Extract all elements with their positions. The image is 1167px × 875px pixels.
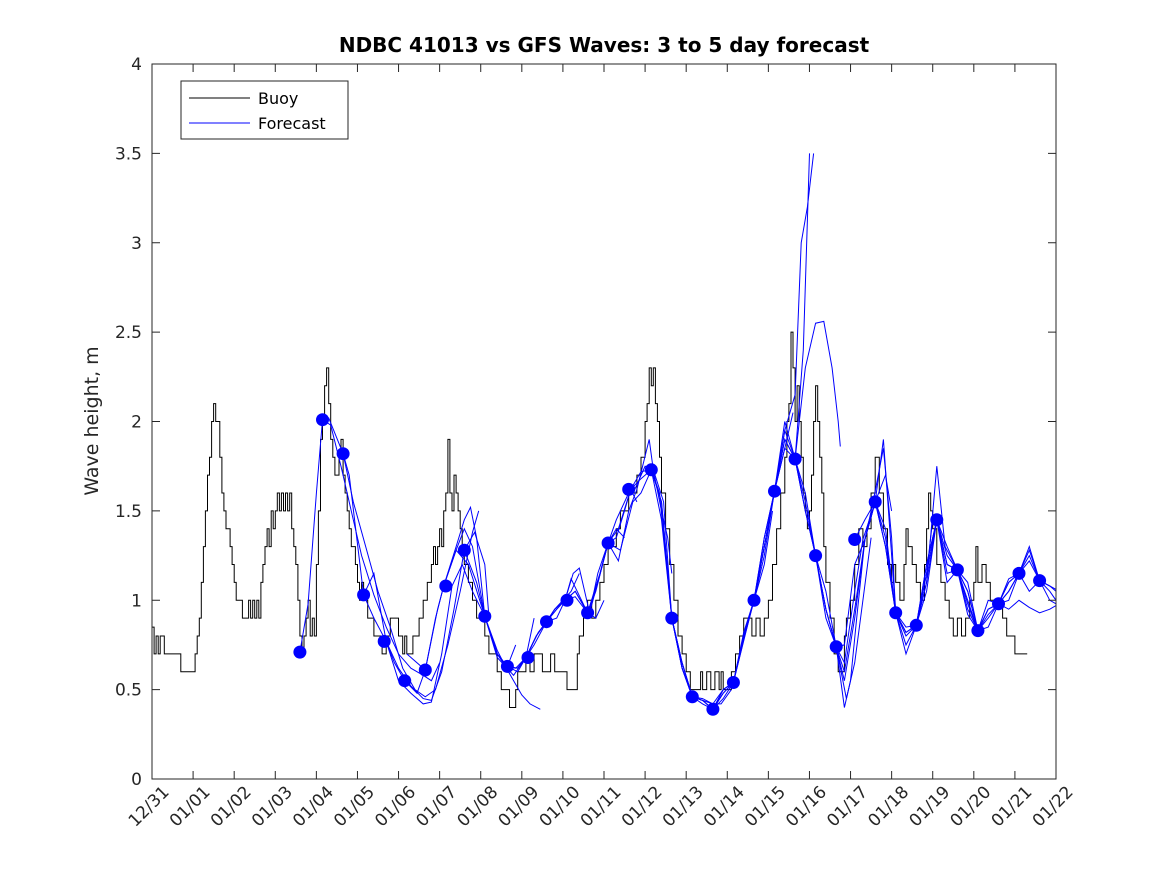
- forecast-series-line-12: [564, 439, 691, 690]
- forecast-marker-5: [377, 634, 391, 648]
- forecast-series-line-3: [342, 453, 490, 701]
- y-tick-label: 3.5: [115, 144, 142, 164]
- y-axis-label: Wave height, m: [81, 346, 103, 495]
- forecast-marker-4: [357, 588, 371, 602]
- forecast-marker-14: [560, 593, 574, 607]
- y-tick-label: 1: [131, 591, 142, 611]
- y-tick-label: 2.5: [115, 323, 142, 343]
- forecast-marker-18: [644, 463, 658, 477]
- legend-forecast-label: Forecast: [258, 114, 326, 133]
- forecast-marker-10: [478, 609, 492, 623]
- y-tick-label: 1.5: [115, 502, 142, 522]
- legend: Buoy Forecast: [180, 80, 349, 140]
- forecast-marker-29: [868, 495, 882, 509]
- forecast-marker-30: [889, 606, 903, 620]
- forecast-series-line-33: [998, 572, 1056, 605]
- legend-buoy-label: Buoy: [258, 89, 298, 108]
- y-tick-label: 0: [131, 770, 142, 790]
- legend-box: [180, 80, 349, 140]
- forecast-marker-28: [848, 533, 862, 546]
- forecast-marker-19: [665, 611, 679, 625]
- forecast-series-line-25: [836, 466, 979, 648]
- forecast-marker-15: [581, 606, 595, 620]
- forecast-marker-26: [809, 549, 823, 563]
- y-tick-label: 2: [131, 413, 142, 433]
- forecast-marker-8: [439, 579, 453, 593]
- forecast-marker-32: [930, 513, 944, 527]
- forecast-marker-33: [950, 563, 964, 577]
- forecast-marker-13: [540, 615, 553, 629]
- forecast-series-line-32: [977, 599, 1056, 631]
- forecast-marker-7: [418, 663, 432, 677]
- forecast-marker-24: [768, 484, 781, 498]
- forecast-marker-35: [992, 597, 1005, 611]
- forecast-marker-2: [316, 413, 329, 427]
- forecast-marker-9: [457, 543, 471, 557]
- forecast-series-line-6: [406, 505, 541, 710]
- forecast-marker-31: [909, 618, 923, 632]
- forecast-marker-21: [706, 702, 720, 716]
- forecast-marker-22: [726, 676, 740, 689]
- forecast-marker-23: [747, 593, 761, 607]
- forecast-marker-1: [293, 645, 307, 659]
- forecast-series-line-1: [299, 418, 441, 682]
- chart-title: NDBC 41013 vs GFS Waves: 3 to 5 day fore…: [339, 33, 870, 57]
- forecast-marker-11: [500, 659, 514, 673]
- forecast-marker-34: [971, 624, 985, 638]
- forecast-marker-25: [788, 452, 802, 466]
- forecast-marker-16: [601, 536, 615, 550]
- y-tick-label: 0.5: [115, 681, 142, 701]
- forecast-marker-17: [622, 482, 636, 496]
- forecast-series-line-7: [443, 527, 580, 677]
- forecast-marker-27: [829, 640, 843, 654]
- forecast-marker-20: [685, 690, 699, 704]
- y-tick-label: 4: [131, 55, 142, 75]
- forecast-marker-36: [1012, 566, 1026, 580]
- forecast-marker-3: [336, 447, 350, 461]
- forecast-series-line-2: [320, 417, 480, 698]
- forecast-series-line-10: [507, 488, 638, 669]
- forecast-marker-12: [521, 651, 535, 664]
- y-tick-label: 3: [131, 234, 142, 254]
- forecast-marker-37: [1033, 574, 1047, 588]
- forecast-marker-6: [398, 674, 412, 688]
